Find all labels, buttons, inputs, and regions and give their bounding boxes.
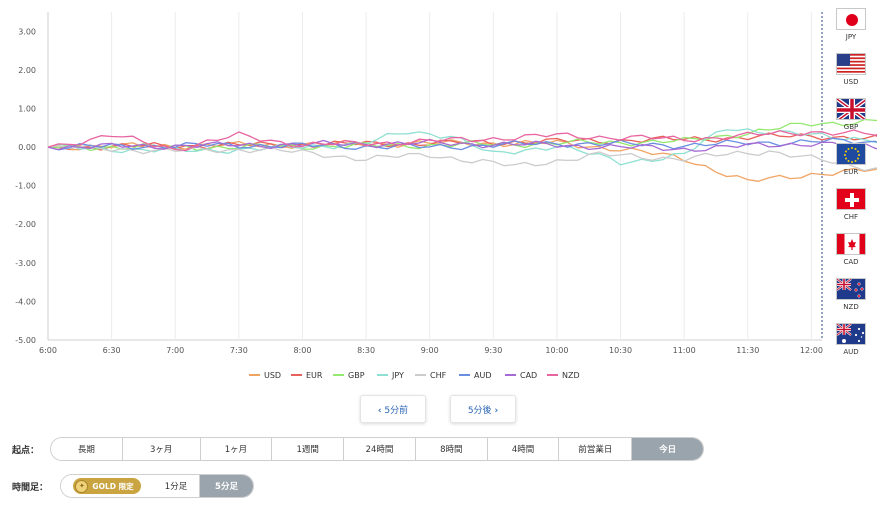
start-option-4hours[interactable]: 4時間 [486, 438, 559, 460]
flag-code-label: JPY [845, 33, 857, 41]
start-option-8hours[interactable]: 8時間 [414, 438, 487, 460]
y-tick-label: 1.00 [18, 104, 36, 113]
prev-5min-button[interactable]: ‹ 5分前 [360, 395, 426, 423]
flag-item-chf[interactable]: CHF [830, 188, 872, 233]
timeframe-label: 時間足： [12, 483, 49, 493]
legend-item-gbp[interactable]: GBP [333, 371, 365, 380]
next-5min-button[interactable]: 5分後 › [450, 395, 516, 423]
flag-code-label: AUD [843, 348, 859, 356]
y-tick-label: 2.00 [18, 66, 36, 75]
x-tick-label: 6:00 [39, 346, 57, 355]
flag-item-aud[interactable]: AUD [830, 323, 872, 368]
series-lines [47, 118, 877, 182]
x-tick-label: 9:30 [484, 346, 502, 355]
start-option-24hours[interactable]: 24時間 [343, 438, 415, 460]
chevron-right-icon: › [494, 405, 499, 416]
legend-item-chf[interactable]: CHF [415, 371, 447, 380]
flag-code-label: NZD [843, 303, 859, 311]
start-option-1week[interactable]: 1週間 [271, 438, 344, 460]
start-option-long[interactable]: 長期 [51, 438, 122, 460]
series-line-cad [47, 138, 877, 152]
series-line-aud [47, 137, 877, 151]
chart-legend: USD EUR GBP JPY CHF AUD CAD NZD [249, 371, 580, 380]
x-tick-label: 8:30 [357, 346, 375, 355]
flag-code-label: GBP [843, 123, 859, 131]
legend-label: JPY [391, 371, 404, 380]
x-axis: 6:00 6:30 7:00 7:30 8:00 8:30 9:00 9:30 10:00 10:… [39, 346, 823, 355]
eu-flag-icon [836, 143, 866, 165]
flag-item-jpy[interactable]: JPY [830, 8, 872, 53]
legend-item-nzd[interactable]: NZD [547, 371, 580, 380]
timeframe-selector: ✦ GOLD 限定 1分足 5分足 [60, 474, 254, 498]
x-tick-label: 10:00 [545, 346, 568, 355]
start-point-label: 起点： [12, 446, 40, 456]
y-tick-label: -1.00 [15, 182, 36, 191]
x-tick-label: 12:00 [800, 346, 823, 355]
legend-label: NZD [562, 371, 580, 380]
series-line-nzd [47, 129, 877, 152]
y-tick-label: -5.00 [15, 336, 36, 345]
canada-flag-icon [836, 233, 866, 255]
series-line-jpy [47, 128, 877, 166]
y-tick-label: 3.00 [18, 27, 36, 36]
next-5min-label: 5分後 [467, 405, 492, 416]
prev-5min-label: 5分前 [384, 405, 409, 416]
legend-label: GBP [348, 371, 365, 380]
gold-badge: ✦ GOLD 限定 [73, 478, 141, 494]
x-tick-label: 6:30 [103, 346, 121, 355]
legend-item-jpy[interactable]: JPY [377, 371, 404, 380]
legend-label: CAD [520, 371, 537, 380]
currency-strength-chart: 3.00 2.00 1.00 0.00 -1.00 -2.00 -3.00 -4.00 -5.0… [15, 12, 877, 380]
timeframe-option-5min[interactable]: 5分足 [199, 475, 253, 497]
switzerland-flag-icon [836, 188, 866, 210]
chevron-left-icon: ‹ [377, 405, 382, 416]
x-tick-label: 7:30 [230, 346, 248, 355]
gold-badge-cell: ✦ GOLD 限定 [61, 475, 153, 497]
flag-item-usd[interactable]: USD [830, 53, 872, 98]
x-tick-label: 11:00 [673, 346, 696, 355]
flag-item-cad[interactable]: CAD [830, 233, 872, 278]
start-option-3months[interactable]: 3ヶ月 [121, 438, 200, 460]
start-option-1month[interactable]: 1ヶ月 [199, 438, 272, 460]
australia-flag-icon [836, 323, 866, 345]
japan-flag-icon [836, 8, 866, 30]
legend-item-usd[interactable]: USD [249, 371, 281, 380]
usa-flag-icon [836, 53, 866, 75]
x-tick-label: 10:30 [609, 346, 632, 355]
y-tick-label: -4.00 [15, 297, 36, 306]
flag-item-gbp[interactable]: GBP [830, 98, 872, 143]
flag-code-label: USD [843, 78, 859, 86]
x-tick-label: 9:00 [421, 346, 439, 355]
legend-item-eur[interactable]: EUR [291, 371, 323, 380]
start-option-prev-business-day[interactable]: 前営業日 [558, 438, 632, 460]
uk-flag-icon [836, 98, 866, 120]
legend-label: AUD [474, 371, 492, 380]
series-line-chf [47, 144, 877, 172]
series-line-eur [47, 132, 877, 151]
y-tick-label: -2.00 [15, 220, 36, 229]
x-tick-label: 8:00 [293, 346, 311, 355]
flag-code-label: CHF [843, 213, 859, 221]
x-tick-label: 11:30 [736, 346, 759, 355]
legend-label: CHF [430, 371, 447, 380]
flag-code-label: EUR [843, 168, 859, 176]
gold-coin-icon: ✦ [75, 479, 89, 493]
flag-code-label: CAD [843, 258, 859, 266]
start-option-today[interactable]: 今日 [631, 438, 703, 460]
new-zealand-flag-icon [836, 278, 866, 300]
chart-grid [47, 12, 823, 341]
x-tick-label: 7:00 [166, 346, 184, 355]
timeframe-option-1min[interactable]: 1分足 [153, 475, 199, 497]
gold-badge-label: GOLD 限定 [92, 481, 134, 491]
legend-item-cad[interactable]: CAD [505, 371, 537, 380]
start-point-selector: 長期 3ヶ月 1ヶ月 1週間 24時間 8時間 4時間 前営業日 今日 [50, 437, 704, 461]
legend-label: USD [264, 371, 281, 380]
legend-item-aud[interactable]: AUD [459, 371, 492, 380]
legend-label: EUR [306, 371, 323, 380]
y-axis: 3.00 2.00 1.00 0.00 -1.00 -2.00 -3.00 -4.00 -5.0… [15, 27, 36, 345]
y-tick-label: 0.00 [18, 143, 36, 152]
y-tick-label: -3.00 [15, 259, 36, 268]
flag-item-eur[interactable]: EUR [830, 143, 872, 188]
flag-item-nzd[interactable]: NZD [830, 278, 872, 323]
